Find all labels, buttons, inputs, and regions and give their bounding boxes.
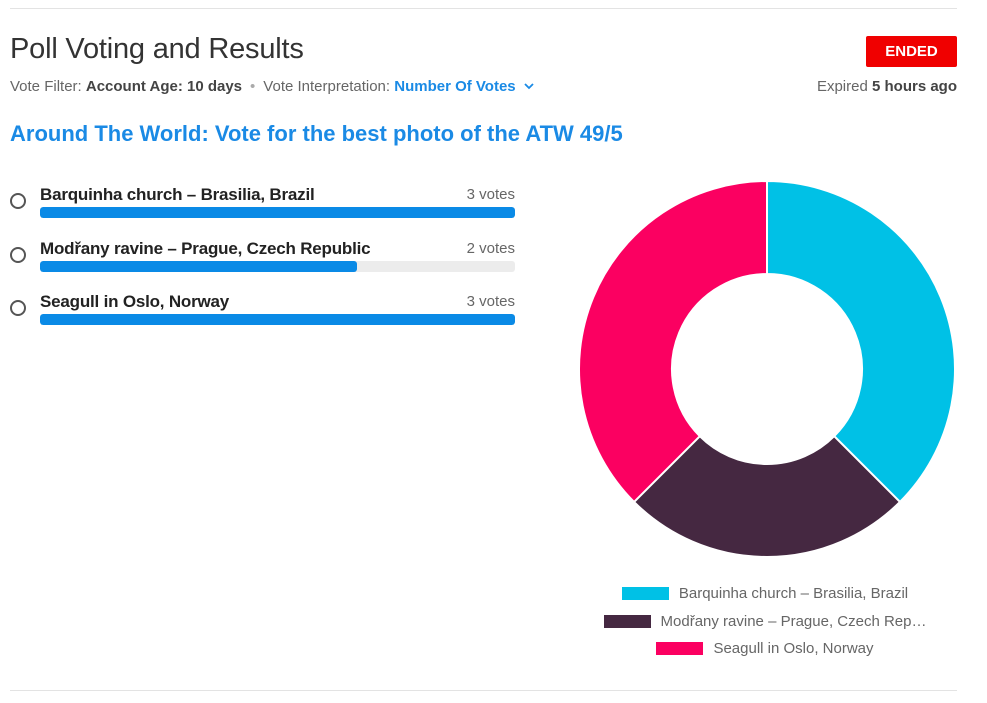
radio-button[interactable] [10, 193, 26, 209]
results-donut-chart [578, 180, 956, 558]
vote-bar-track [40, 314, 515, 325]
legend-swatch [621, 587, 669, 601]
interpretation-label: Vote Interpretation: [263, 78, 391, 95]
option-label: Modřany ravine – Prague, Czech Republic [40, 238, 371, 258]
top-divider [10, 8, 957, 9]
chart-legend: Barquinha church – Brasilia, Brazil Modř… [560, 580, 970, 663]
option-votes: 3 votes [466, 186, 515, 203]
legend-label: Seagull in Oslo, Norway [713, 640, 874, 658]
radio-button[interactable] [10, 300, 26, 316]
poll-options: Barquinha church – Brasilia, Brazil 3 vo… [10, 185, 515, 346]
legend-item[interactable]: Barquinha church – Brasilia, Brazil [560, 580, 970, 608]
legend-label: Modřany ravine – Prague, Czech Rep… [660, 612, 927, 630]
poll-option[interactable]: Modřany ravine – Prague, Czech Republic … [10, 239, 515, 293]
bottom-divider [10, 690, 957, 691]
poll-option[interactable]: Seagull in Oslo, Norway 3 votes [10, 292, 515, 346]
legend-item[interactable]: Seagull in Oslo, Norway [560, 635, 970, 663]
chevron-down-icon [524, 83, 534, 90]
vote-bar [40, 260, 357, 272]
vote-filter-label: Vote Filter: [10, 78, 82, 95]
option-label: Seagull in Oslo, Norway [40, 292, 230, 311]
meta-separator: • [250, 78, 256, 95]
interpretation-dropdown[interactable]: Number Of Votes [394, 78, 534, 95]
expired-value: 5 hours ago [871, 78, 957, 95]
donut-slice[interactable] [766, 180, 956, 504]
option-votes: 2 votes [466, 239, 515, 257]
status-badge: ENDED [866, 36, 957, 67]
option-label: Barquinha church – Brasilia, Brazil [40, 185, 315, 204]
legend-item[interactable]: Modřany ravine – Prague, Czech Rep… [560, 608, 970, 636]
radio-button[interactable] [10, 246, 26, 263]
vote-bar-track [40, 207, 515, 218]
poll-option[interactable]: Barquinha church – Brasilia, Brazil 3 vo… [10, 185, 515, 239]
expired-label: Expired [816, 78, 868, 95]
vote-bar [40, 314, 515, 325]
interpretation-value: Number Of Votes [394, 78, 516, 95]
poll-question[interactable]: Around The World: Vote for the best phot… [10, 121, 623, 146]
option-votes: 3 votes [466, 293, 515, 310]
legend-swatch [656, 642, 704, 656]
donut-slice[interactable] [632, 434, 902, 558]
vote-bar-track [40, 260, 515, 272]
legend-swatch [603, 614, 651, 628]
vote-bar [40, 207, 515, 218]
expiry-info: Expired 5 hours ago [817, 78, 957, 95]
vote-filter-value: Account Age: 10 days [85, 78, 243, 95]
poll-meta: Vote Filter: Account Age: 10 days • Vote… [10, 78, 534, 95]
page-title: Poll Voting and Results [10, 33, 304, 65]
donut-slice[interactable] [578, 180, 768, 504]
legend-label: Barquinha church – Brasilia, Brazil [678, 585, 909, 603]
